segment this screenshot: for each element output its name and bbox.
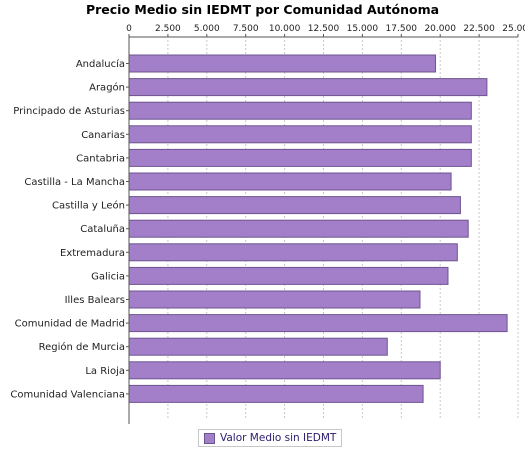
chart-title: Precio Medio sin IEDMT por Comunidad Aut…: [85, 2, 440, 17]
category-label: Aragón: [89, 82, 125, 94]
bar: [128, 384, 424, 403]
legend: Valor Medio sin IEDMT: [198, 429, 343, 447]
category-label: Comunidad Valenciana: [10, 389, 125, 400]
category-label: Extremadura: [60, 248, 125, 259]
bar: [128, 290, 421, 309]
x-tick-label: 10.000: [269, 24, 301, 34]
bar: [128, 337, 388, 356]
x-tick-label: 2.500: [155, 24, 181, 34]
bar: [128, 361, 441, 380]
x-tick-label: 25.000: [502, 24, 525, 34]
legend-swatch: [204, 432, 215, 444]
category-label: La Rioja: [85, 366, 125, 377]
bar: [128, 196, 461, 215]
category-label: Región de Murcia: [39, 341, 125, 353]
x-tick-label: 20.000: [424, 24, 456, 34]
legend-label: Valor Medio sin IEDMT: [220, 432, 337, 444]
bar: [128, 266, 449, 285]
bar: [128, 172, 452, 191]
category-label: Illes Balears: [65, 295, 125, 306]
category-label: Cataluña: [80, 224, 125, 235]
x-tick-label: 22.500: [463, 24, 495, 34]
bar: [128, 101, 472, 120]
bar: [128, 243, 458, 262]
y-axis-categories: Andalucía Aragón Principado de Asturias Can…: [10, 58, 129, 400]
bar: [128, 219, 469, 238]
x-tick-label: 7.500: [233, 24, 259, 34]
x-tick-label: 5.000: [194, 24, 220, 34]
x-tick-label: 17.500: [386, 24, 418, 34]
category-label: Castilla - La Mancha: [24, 177, 125, 188]
bar: [128, 54, 437, 73]
bar: [128, 125, 472, 144]
category-label: Principado de Asturias: [13, 106, 125, 117]
bars: [128, 54, 508, 403]
category-label: Canarias: [81, 130, 125, 141]
x-axis-ticks: 0 2.500 5.000 7.500 10.000 12.500 15.000 17.500…: [126, 24, 525, 37]
bar: [128, 148, 472, 167]
x-tick-label: 12.500: [308, 24, 340, 34]
bar: [128, 314, 508, 333]
category-label: Castilla y León: [52, 200, 125, 212]
bar: [128, 78, 488, 97]
x-tick-label: 0: [126, 24, 132, 34]
category-label: Andalucía: [76, 58, 125, 70]
category-label: Cantabria: [76, 153, 125, 164]
category-label: Comunidad de Madrid: [15, 319, 125, 330]
x-tick-label: 15.000: [347, 24, 379, 34]
category-label: Galicia: [91, 271, 125, 282]
